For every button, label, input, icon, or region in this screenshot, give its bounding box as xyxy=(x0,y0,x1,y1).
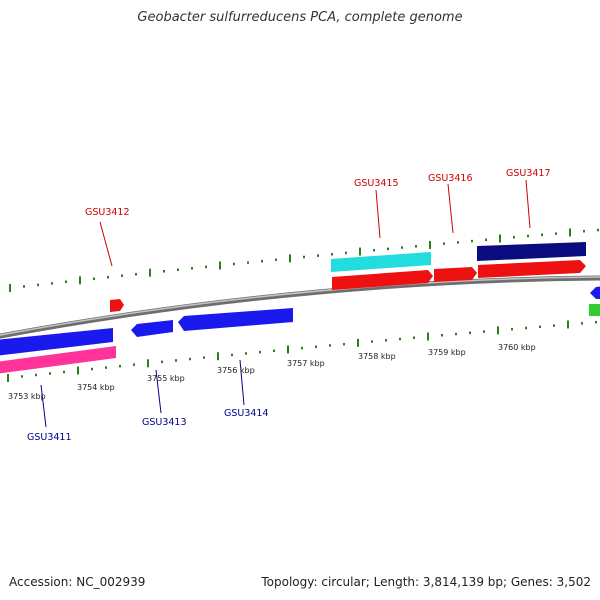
feature-cds-gsu3416 xyxy=(434,267,477,282)
feature-reverse-edge xyxy=(590,286,600,299)
scale-labels: 3753 kbp 3754 kbp 3755 kbp 3756 kbp 3757… xyxy=(8,343,536,401)
feature-cds-gsu3414 xyxy=(178,308,293,331)
feature-navy-gsu3417 xyxy=(477,242,586,261)
feature-small-forward xyxy=(110,299,124,312)
label-leaders xyxy=(40,179,531,428)
gene-label-gsu3412: GSU3412 xyxy=(85,207,130,218)
scale-label: 3759 kbp xyxy=(428,348,466,357)
gene-label-gsu3413: GSU3413 xyxy=(142,417,187,428)
accession-text: Accession: NC_002939 xyxy=(9,575,146,589)
genome-backbone xyxy=(0,275,600,339)
feature-cds-gsu3413 xyxy=(131,320,173,337)
scale-label: 3757 kbp xyxy=(287,359,325,368)
scale-label: 3756 kbp xyxy=(217,366,255,375)
scale-label: 3760 kbp xyxy=(498,343,536,352)
inner-tick-ruler xyxy=(7,320,597,382)
scale-label: 3758 kbp xyxy=(358,352,396,361)
feature-rna-gsu3415 xyxy=(331,252,431,272)
outer-tick-ruler xyxy=(9,228,599,292)
feature-green-edge xyxy=(589,304,600,316)
gene-label-gsu3417: GSU3417 xyxy=(506,168,551,179)
genome-summary-text: Topology: circular; Length: 3,814,139 bp… xyxy=(261,575,591,589)
scale-label: 3755 kbp xyxy=(147,374,185,383)
feature-cds-gsu3411 xyxy=(0,328,113,356)
feature-cds-gsu3417 xyxy=(478,260,586,278)
feature-rna-gsu3411 xyxy=(0,346,116,374)
gene-label-gsu3411: GSU3411 xyxy=(27,432,72,443)
map-title: Geobacter sulfurreducens PCA, complete g… xyxy=(137,10,463,25)
scale-label: 3753 kbp xyxy=(8,392,46,401)
gene-label-gsu3415: GSU3415 xyxy=(354,178,399,189)
gene-label-gsu3414: GSU3414 xyxy=(224,408,269,419)
genome-backbone-highlight xyxy=(0,276,600,336)
feature-cds-gsu3415 xyxy=(332,270,433,290)
scale-label: 3754 kbp xyxy=(77,383,115,392)
gene-labels: GSU3411 GSU3412 GSU3413 GSU3414 GSU3415 … xyxy=(27,168,551,443)
gene-label-gsu3416: GSU3416 xyxy=(428,173,473,184)
